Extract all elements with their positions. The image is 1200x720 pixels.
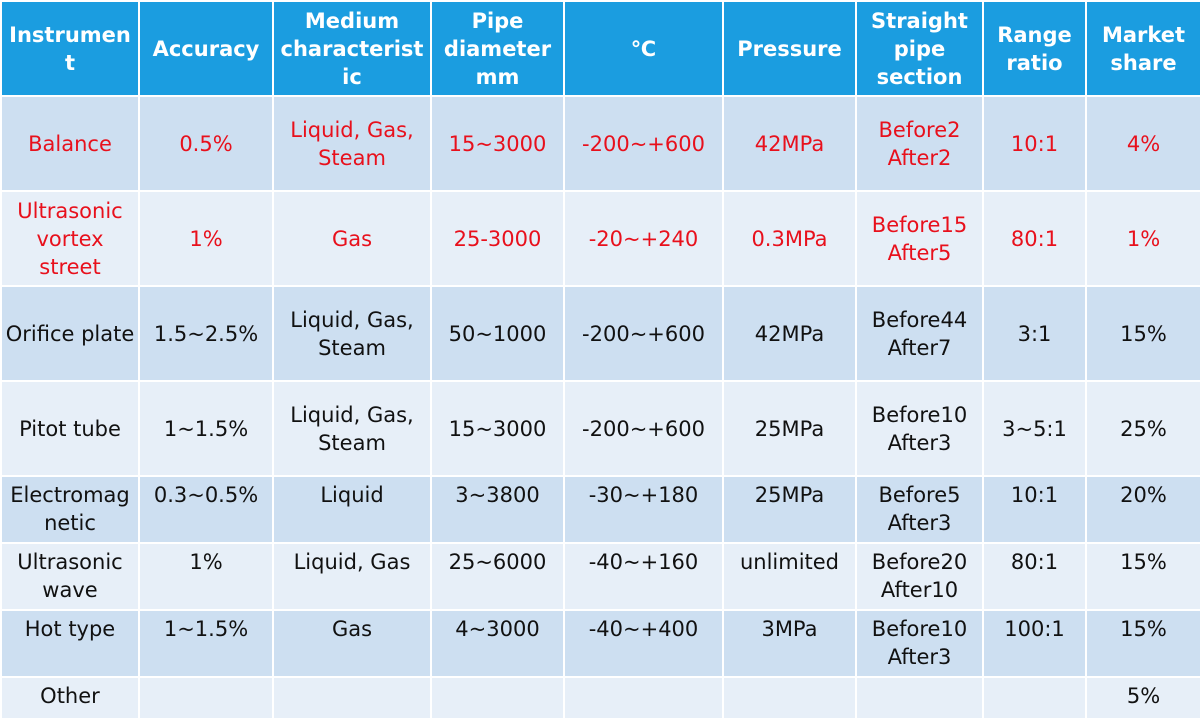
table-cell: Before44 After7 [855, 285, 984, 382]
table-cell: Before2 After2 [855, 95, 984, 192]
table-cell: 3~3800 [430, 475, 565, 544]
table-row: Hot type 1~1.5% Gas 4~3000 -40~+400 3MPa Befor… [0, 609, 1200, 678]
table-cell: Liquid, Gas, Steam [272, 380, 432, 477]
header-cell: Range ratio [982, 0, 1087, 97]
table-cell: 100:1 [982, 609, 1087, 678]
table-cell: 80:1 [982, 542, 1087, 611]
table-cell: Ultrasonic vortex street [0, 190, 140, 287]
table-cell: Electromagnetic [0, 475, 140, 544]
header-cell: Pipe diameter mm [430, 0, 565, 97]
table-cell: 1~1.5% [138, 609, 274, 678]
table-cell: 25~6000 [430, 542, 565, 611]
table-row: Electromagnetic 0.3~0.5% Liquid 3~3800 -30~+… [0, 475, 1200, 544]
table-cell: Liquid [272, 475, 432, 544]
table-cell: Liquid, Gas [272, 542, 432, 611]
table-cell: 25% [1085, 380, 1200, 477]
table-cell: Pitot tube [0, 380, 140, 477]
table-cell: 15% [1085, 609, 1200, 678]
table-cell: 1.5~2.5% [138, 285, 274, 382]
table-row: Balance 0.5% Liquid, Gas, Steam 15~3000 -200… [0, 95, 1200, 192]
table-cell: 0.5% [138, 95, 274, 192]
header-row: Instrument Accuracy Medium characteristic P… [0, 0, 1200, 97]
header-cell: ℃ [563, 0, 724, 97]
table-cell: Hot type [0, 609, 140, 678]
empty-cell [138, 676, 274, 720]
table-cell: 3:1 [982, 285, 1087, 382]
header-cell: Instrument [0, 0, 140, 97]
table-cell: Before10 After3 [855, 380, 984, 477]
table-cell: -30~+180 [563, 475, 724, 544]
empty-cell [982, 676, 1087, 720]
table-cell: 5% [1085, 676, 1200, 720]
table-cell: Before10 After3 [855, 609, 984, 678]
table-cell: -200~+600 [563, 285, 724, 382]
table-cell: Before20 After10 [855, 542, 984, 611]
table-cell: Gas [272, 609, 432, 678]
table-cell: 25MPa [722, 380, 857, 477]
table-cell: 15~3000 [430, 95, 565, 192]
table-cell: Other [0, 676, 140, 720]
table-cell: 10:1 [982, 475, 1087, 544]
table-cell: 20% [1085, 475, 1200, 544]
table-cell: Ultrasonic wave [0, 542, 140, 611]
empty-cell [722, 676, 857, 720]
table-cell: 4% [1085, 95, 1200, 192]
table-cell: -40~+160 [563, 542, 724, 611]
table-cell: 15% [1085, 542, 1200, 611]
table-cell: 3MPa [722, 609, 857, 678]
table-cell: 80:1 [982, 190, 1087, 287]
table-row: Orifice plate 1.5~2.5% Liquid, Gas, Steam 5… [0, 285, 1200, 382]
table-cell: 42MPa [722, 285, 857, 382]
table-cell: 10:1 [982, 95, 1087, 192]
table-cell: -200~+600 [563, 95, 724, 192]
empty-cell [272, 676, 432, 720]
table-cell: 25MPa [722, 475, 857, 544]
table-cell: 4~3000 [430, 609, 565, 678]
header-cell: Pressure [722, 0, 857, 97]
header-cell: Straight pipe section [855, 0, 984, 97]
table-cell: 1% [138, 542, 274, 611]
header-cell: Accuracy [138, 0, 274, 97]
table-cell: -40~+400 [563, 609, 724, 678]
table-cell: 1~1.5% [138, 380, 274, 477]
table-row: Ultrasonic vortex street 1% Gas 25-3000 -20~… [0, 190, 1200, 287]
table-cell: Gas [272, 190, 432, 287]
table-cell: 15~3000 [430, 380, 565, 477]
table-cell: 1% [1085, 190, 1200, 287]
table-cell: Liquid, Gas, Steam [272, 285, 432, 382]
table-cell: 0.3~0.5% [138, 475, 274, 544]
table-cell: 1% [138, 190, 274, 287]
table-cell: -20~+240 [563, 190, 724, 287]
table-row: Ultrasonic wave 1% Liquid, Gas 25~6000 -40~+… [0, 542, 1200, 611]
table-cell: 15% [1085, 285, 1200, 382]
table-cell: Liquid, Gas, Steam [272, 95, 432, 192]
empty-cell [855, 676, 984, 720]
header-cell: Medium characteristic [272, 0, 432, 97]
empty-cell [563, 676, 724, 720]
table-cell: 3~5:1 [982, 380, 1087, 477]
table-cell: unlimited [722, 542, 857, 611]
table-row: Other 5% [0, 676, 1200, 720]
table-cell: Orifice plate [0, 285, 140, 382]
table-cell: 25-3000 [430, 190, 565, 287]
table-cell: -200~+600 [563, 380, 724, 477]
empty-cell [430, 676, 565, 720]
table-row: Pitot tube 1~1.5% Liquid, Gas, Steam 15~300… [0, 380, 1200, 477]
table-cell: 42MPa [722, 95, 857, 192]
header-cell: Market share [1085, 0, 1200, 97]
table-cell: 50~1000 [430, 285, 565, 382]
table-cell: Before15 After5 [855, 190, 984, 287]
table-cell: Before5 After3 [855, 475, 984, 544]
table-cell: Balance [0, 95, 140, 192]
table-cell: 0.3MPa [722, 190, 857, 287]
